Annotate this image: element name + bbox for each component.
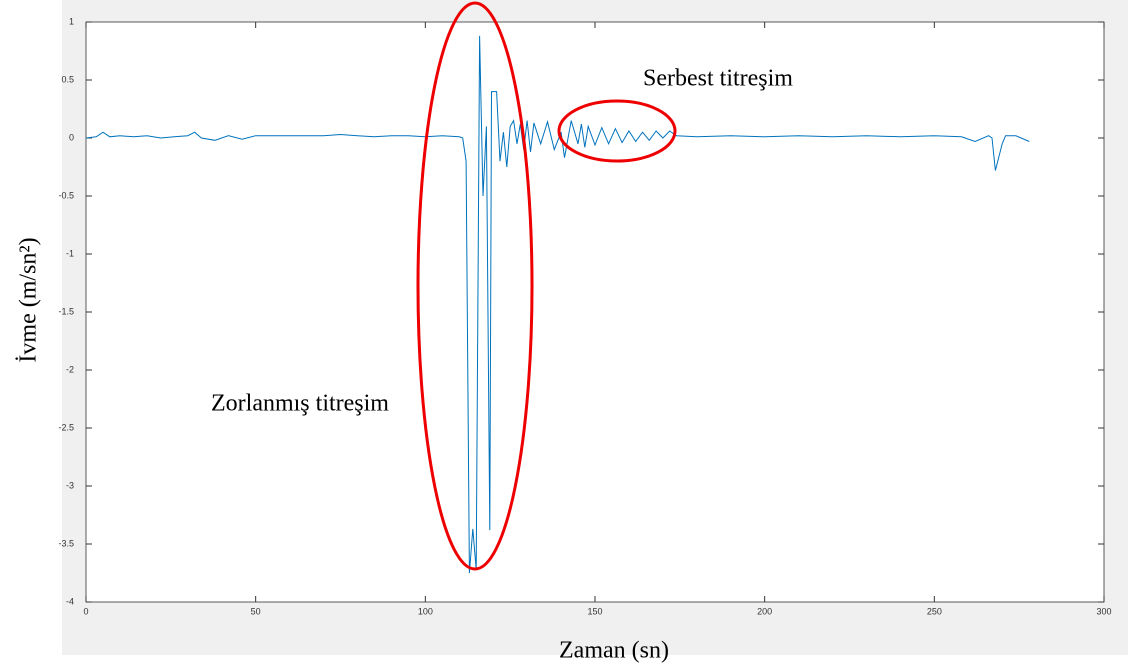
y-tick-label: -4 <box>66 596 74 606</box>
y-axis-label: İvme (m/sn²) <box>16 237 42 362</box>
plot: 0 50 100 150 200 250 300 1 0.5 0 -0.5 -1 -1.5 -2 -2.5 -… <box>58 16 1111 616</box>
highlight-ellipse <box>557 99 677 163</box>
x-tick-label: 250 <box>927 606 942 616</box>
x-axis-label: Zaman (sn) <box>559 638 669 664</box>
y-tick-label: 0.5 <box>61 74 74 84</box>
y-tick-label: -0.5 <box>58 190 74 200</box>
x-tick-label: 150 <box>587 606 602 616</box>
y-tick-label: -2 <box>66 364 74 374</box>
x-tick-label: 50 <box>251 606 261 616</box>
y-tick-label: 0 <box>69 132 74 142</box>
y-tick-label: 1 <box>69 16 74 26</box>
y-tick-label: -3.5 <box>58 538 74 548</box>
annotation: Zorlanmış titreşim <box>211 391 389 417</box>
x-tick-label: 100 <box>418 606 433 616</box>
data-line <box>85 35 1030 574</box>
annotation: Serbest titreşim <box>643 66 793 92</box>
y-tick-label: -1.5 <box>58 306 74 316</box>
x-tick-label: 300 <box>1096 606 1111 616</box>
plot-area <box>85 21 1105 603</box>
x-tick-label: 0 <box>83 606 88 616</box>
y-tick-label: -2.5 <box>58 422 74 432</box>
y-tick-label: -1 <box>66 248 74 258</box>
highlight-ellipse <box>416 1 534 571</box>
x-tick-label: 200 <box>757 606 772 616</box>
y-tick-label: -3 <box>66 480 74 490</box>
